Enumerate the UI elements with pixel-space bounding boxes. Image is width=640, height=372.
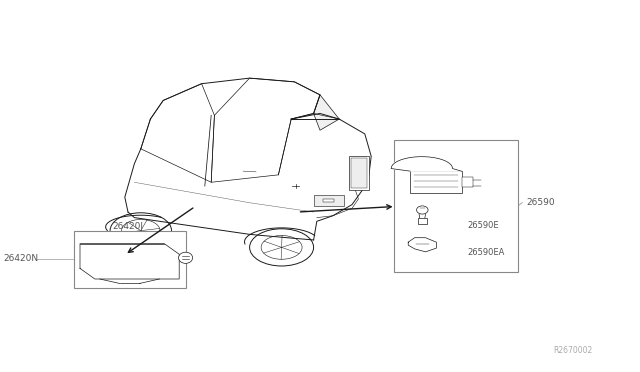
Bar xyxy=(418,218,427,224)
Polygon shape xyxy=(314,95,339,130)
Bar xyxy=(349,156,369,190)
Bar xyxy=(74,231,186,288)
Text: 26420N: 26420N xyxy=(3,254,38,263)
Bar xyxy=(314,195,344,206)
Polygon shape xyxy=(391,157,461,171)
Bar xyxy=(394,140,518,272)
Polygon shape xyxy=(211,78,320,182)
Bar xyxy=(461,177,473,187)
Bar xyxy=(351,158,367,188)
Bar xyxy=(410,171,461,193)
Ellipse shape xyxy=(417,206,428,214)
Ellipse shape xyxy=(179,252,193,263)
Text: 26420J: 26420J xyxy=(112,222,143,231)
Polygon shape xyxy=(80,244,179,279)
Text: 26590: 26590 xyxy=(526,198,555,207)
Polygon shape xyxy=(141,84,214,182)
Bar xyxy=(323,199,334,202)
Text: 26590EA: 26590EA xyxy=(467,248,504,257)
Text: 26590E: 26590E xyxy=(467,221,499,230)
Text: R2670002: R2670002 xyxy=(554,346,593,355)
Polygon shape xyxy=(408,238,436,252)
